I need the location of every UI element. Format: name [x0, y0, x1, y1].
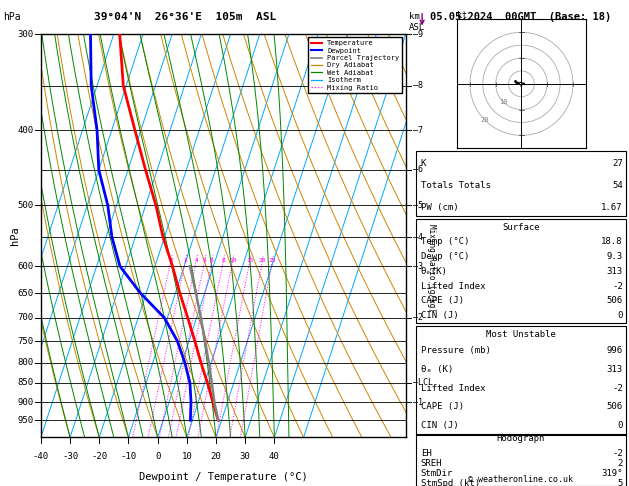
- Text: hPa: hPa: [10, 226, 20, 245]
- Text: 950: 950: [18, 416, 33, 425]
- Legend: Temperature, Dewpoint, Parcel Trajectory, Dry Adiabat, Wet Adiabat, Isotherm, Mi: Temperature, Dewpoint, Parcel Trajectory…: [308, 37, 402, 93]
- Text: CIN (J): CIN (J): [421, 421, 459, 430]
- Text: 850: 850: [18, 379, 33, 387]
- Text: Lifted Index: Lifted Index: [421, 281, 486, 291]
- Text: Dewpoint / Temperature (°C): Dewpoint / Temperature (°C): [139, 472, 308, 482]
- Text: Pressure (mb): Pressure (mb): [421, 346, 491, 355]
- Text: 4: 4: [194, 258, 198, 263]
- Text: -20: -20: [91, 451, 108, 461]
- Text: 6: 6: [210, 258, 214, 263]
- Text: –7: –7: [413, 126, 423, 135]
- Text: 313: 313: [606, 267, 623, 276]
- Text: 9.3: 9.3: [606, 252, 623, 261]
- Text: -10: -10: [120, 451, 136, 461]
- Text: 0: 0: [155, 451, 160, 461]
- Text: –8: –8: [413, 81, 423, 90]
- Text: 10: 10: [229, 258, 237, 263]
- Text: 25: 25: [269, 258, 276, 263]
- Text: 10: 10: [181, 451, 192, 461]
- Text: 20: 20: [481, 117, 489, 123]
- Text: 27: 27: [612, 159, 623, 168]
- Text: 313: 313: [606, 365, 623, 374]
- Text: 5: 5: [617, 479, 623, 486]
- Text: 700: 700: [18, 313, 33, 322]
- Text: Temp (°C): Temp (°C): [421, 237, 469, 246]
- Text: Hodograph: Hodograph: [497, 434, 545, 443]
- Text: θₑ (K): θₑ (K): [421, 365, 453, 374]
- Text: Totals Totals: Totals Totals: [421, 181, 491, 190]
- Text: 506: 506: [606, 296, 623, 306]
- Text: –9: –9: [413, 30, 423, 38]
- Text: -40: -40: [33, 451, 49, 461]
- Text: 1.67: 1.67: [601, 203, 623, 212]
- Text: CAPE (J): CAPE (J): [421, 402, 464, 411]
- Text: 8: 8: [221, 258, 225, 263]
- Text: 05.05.2024  00GMT  (Base: 18): 05.05.2024 00GMT (Base: 18): [430, 12, 611, 22]
- Text: 500: 500: [18, 201, 33, 209]
- Text: CIN (J): CIN (J): [421, 311, 459, 320]
- Text: –2: –2: [413, 313, 423, 322]
- Text: 18.8: 18.8: [601, 237, 623, 246]
- Text: Mixing Ratio (g/kg): Mixing Ratio (g/kg): [426, 224, 436, 312]
- Text: 39°04'N  26°36'E  105m  ASL: 39°04'N 26°36'E 105m ASL: [94, 12, 277, 22]
- Text: –5: –5: [413, 201, 423, 209]
- Text: -2: -2: [612, 449, 623, 458]
- Text: 400: 400: [18, 126, 33, 135]
- Text: 40: 40: [269, 451, 280, 461]
- Text: SREH: SREH: [421, 459, 442, 468]
- Text: 900: 900: [18, 398, 33, 407]
- Text: –LCL: –LCL: [413, 379, 433, 387]
- Text: 650: 650: [18, 289, 33, 297]
- Text: © weatheronline.co.uk: © weatheronline.co.uk: [469, 474, 573, 484]
- Text: 3: 3: [184, 258, 187, 263]
- Text: 750: 750: [18, 336, 33, 346]
- X-axis label: kt: kt: [457, 11, 467, 20]
- Text: 2: 2: [169, 258, 173, 263]
- Text: –1: –1: [413, 398, 423, 407]
- Text: 800: 800: [18, 358, 33, 367]
- Text: 30: 30: [240, 451, 250, 461]
- Text: hPa: hPa: [3, 12, 21, 22]
- Text: 996: 996: [606, 346, 623, 355]
- Text: θₑ(K): θₑ(K): [421, 267, 448, 276]
- Text: 319°: 319°: [601, 469, 623, 478]
- Text: K: K: [421, 159, 426, 168]
- Text: 20: 20: [211, 451, 221, 461]
- Text: 506: 506: [606, 402, 623, 411]
- Text: Surface: Surface: [502, 223, 540, 232]
- Text: 15: 15: [246, 258, 253, 263]
- Text: –6: –6: [413, 165, 423, 174]
- Text: 10: 10: [499, 99, 508, 105]
- Text: –3: –3: [413, 262, 423, 271]
- Text: -2: -2: [612, 383, 623, 393]
- Text: 0: 0: [617, 421, 623, 430]
- Text: 600: 600: [18, 262, 33, 271]
- Text: 54: 54: [612, 181, 623, 190]
- Text: Dewp (°C): Dewp (°C): [421, 252, 469, 261]
- Text: CAPE (J): CAPE (J): [421, 296, 464, 306]
- Text: Lifted Index: Lifted Index: [421, 383, 486, 393]
- Text: Most Unstable: Most Unstable: [486, 330, 556, 339]
- Text: StmDir: StmDir: [421, 469, 453, 478]
- Text: StmSpd (kt): StmSpd (kt): [421, 479, 480, 486]
- Text: -2: -2: [612, 281, 623, 291]
- Text: PW (cm): PW (cm): [421, 203, 459, 212]
- Text: 300: 300: [18, 30, 33, 38]
- Text: km
ASL: km ASL: [409, 12, 425, 32]
- Text: 0: 0: [617, 311, 623, 320]
- Text: –4: –4: [413, 233, 423, 242]
- Text: 5: 5: [203, 258, 207, 263]
- Text: 20: 20: [259, 258, 266, 263]
- Text: EH: EH: [421, 449, 431, 458]
- Text: -30: -30: [62, 451, 78, 461]
- Text: 2: 2: [617, 459, 623, 468]
